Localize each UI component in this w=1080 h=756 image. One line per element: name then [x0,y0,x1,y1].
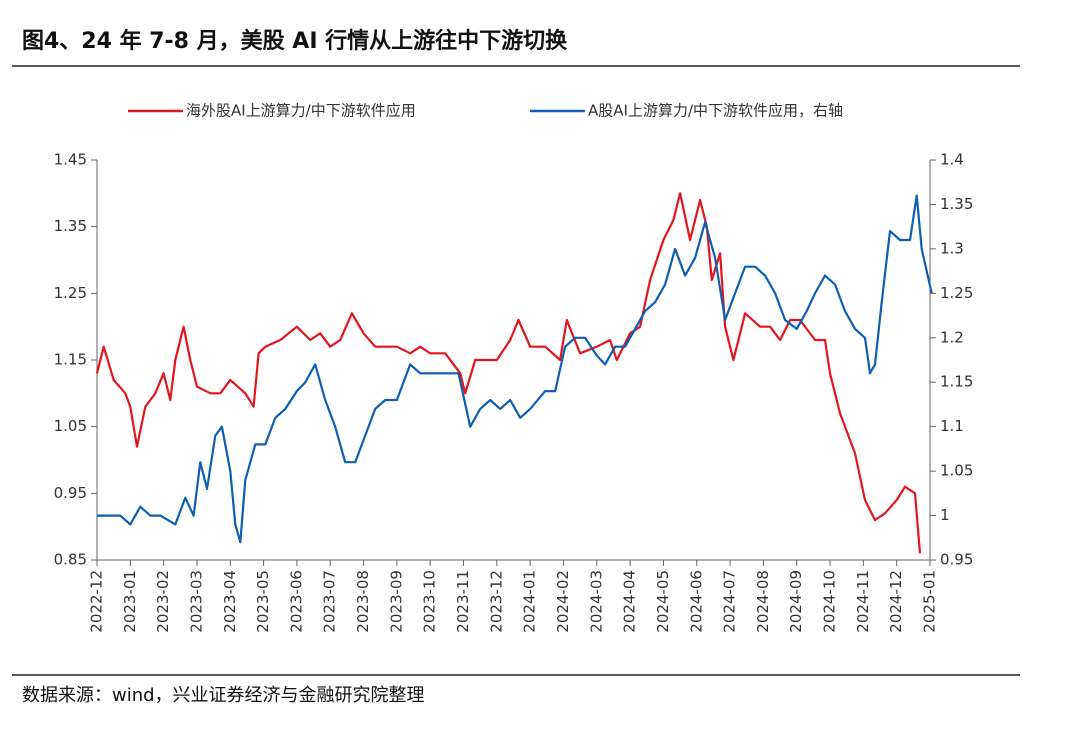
line [97,194,933,544]
y2-tick-label: 1.05 [940,462,973,480]
x-tick-label: 2023-08 [354,570,372,633]
x-tick-label: 2024-12 [887,570,905,633]
y2-tick-label: 1.25 [940,284,973,302]
x-tick-label: 2023-01 [121,570,139,633]
y-tick-label: 0.85 [54,551,87,569]
y-tick-label: 0.95 [54,484,87,502]
x-tick-label: 2023-07 [321,570,339,633]
y2-tick-label: 1.35 [940,195,973,213]
y2-tick-label: 0.95 [940,551,973,569]
y2-tick-label: 1 [940,506,950,524]
y2-tick-label: 1.1 [940,417,964,435]
x-tick-label: 2024-11 [854,570,872,633]
x-tick-label: 2024-02 [554,570,572,633]
x-tick-label: 2024-03 [587,570,605,633]
x-tick-label: 2024-01 [521,570,539,633]
y2-tick-label: 1.2 [940,328,964,346]
y-tick-label: 1.45 [54,151,87,169]
x-tick-label: 2024-07 [721,570,739,633]
chart-title: 图4、24 年 7-8 月，美股 AI 行情从上游往中下游切换 [22,28,568,54]
y-tick-label: 1.05 [54,417,87,435]
y2-tick-label: 1.15 [940,373,973,391]
legend-label: A股AI上游算力/中下游软件应用，右轴 [588,102,843,120]
x-tick-label: 2024-08 [754,570,772,633]
x-tick-label: 2024-10 [821,570,839,633]
x-tick-label: 2023-10 [421,570,439,633]
x-tick-label: 2023-09 [387,570,405,633]
x-tick-label: 2023-06 [287,570,305,633]
x-tick-label: 2024-09 [787,570,805,633]
x-tick-label: 2024-05 [654,570,672,633]
x-tick-label: 2024-04 [621,570,639,633]
x-tick-label: 2023-11 [454,570,472,633]
y-tick-label: 1.35 [54,217,87,235]
source: 数据来源：wind，兴业证券经济与金融研究院整理 [22,685,425,706]
x-tick-label: 2023-12 [487,570,505,633]
x-tick-label: 2022-12 [88,570,106,633]
x-tick-label: 2023-05 [254,570,272,633]
y2-tick-label: 1.3 [940,239,964,257]
x-tick-label: 2023-02 [154,570,172,633]
x-tick-label: 2023-03 [187,570,205,633]
x-tick-label: 2024-06 [687,570,705,633]
y-tick-label: 1.15 [54,351,87,369]
legend-label: 海外股AI上游算力/中下游软件应用 [186,102,416,120]
x-tick-label: 2025-01 [921,570,939,633]
y2-tick-label: 1.4 [940,151,964,169]
line [95,192,922,554]
y-tick-label: 1.25 [54,284,87,302]
x-tick-label: 2023-04 [221,570,239,633]
